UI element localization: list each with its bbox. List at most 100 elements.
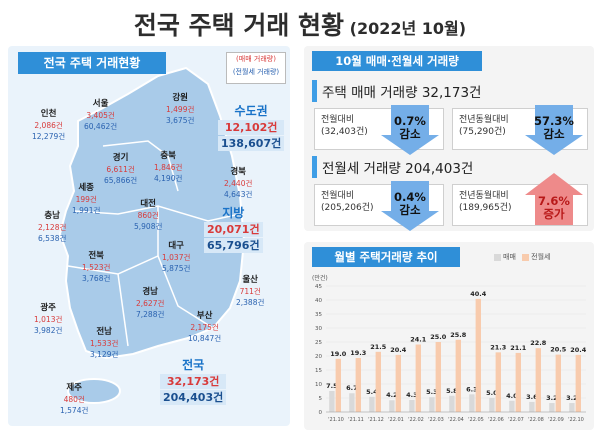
data-label: 19.0: [330, 350, 347, 358]
arrow-pct: 0.7%: [394, 114, 426, 128]
bar-sale: [509, 400, 515, 412]
data-label: 4.3: [406, 391, 418, 399]
region-busan: 부산 2,175건 10,847건: [188, 310, 221, 344]
right-top-tag: 10월 매매·전월세 거래량: [312, 51, 482, 71]
data-label: 22.8: [530, 339, 547, 347]
summary-sale: 32,173건: [160, 374, 227, 389]
card-label-prev: (32,403건): [321, 127, 368, 137]
y-tick-label: 25: [315, 340, 322, 346]
region-sale: 1,499건: [166, 105, 195, 114]
data-label: 4.2: [386, 391, 398, 399]
bar-sale: [329, 391, 335, 412]
summary-rent: 138,607건: [218, 136, 285, 151]
data-label: 21.3: [490, 343, 506, 351]
card-label-title: 전월대비: [321, 115, 355, 125]
down-arrow-icon: [381, 181, 439, 231]
region-jeonbuk: 전북 1,523건 3,768건: [82, 250, 110, 284]
bar-sale: [569, 403, 575, 412]
region-name: 제주: [66, 383, 82, 393]
region-name: 전남: [96, 327, 112, 337]
rent-mom-card: 전월대비 (205,206건) 0.4% 감소: [314, 181, 444, 231]
decrease-arrow: 57.3% 감소: [525, 105, 583, 155]
rent-heading: 전월세 거래량 204,403건: [322, 161, 474, 177]
region-gyeonggi: 경기 6,611건 65,866건: [104, 152, 137, 186]
bar-sale: [449, 395, 455, 412]
left-panel-tag: 전국 주택 거래현황: [18, 52, 166, 74]
x-tick-label: '21.12: [368, 417, 384, 423]
summary-sale: 20,071건: [204, 222, 263, 237]
data-label: 25.8: [450, 331, 467, 339]
region-sale: 711건: [239, 287, 261, 296]
region-sale: 860건: [137, 211, 159, 220]
region-rent: 5,908건: [134, 222, 163, 231]
monthly-trend-panel: 월별 주택거래량 추이 매매 전월세 (만건) 0 5 10 15 20 25 30 35 40 4…: [304, 242, 594, 430]
x-tick-label: '22.04: [448, 417, 464, 423]
region-rent: 3,129건: [90, 350, 119, 359]
data-label: 5.3: [426, 388, 438, 396]
x-tick-label: '22.07: [508, 417, 524, 423]
bar-sale: [369, 396, 375, 412]
legend-label-sale: 매매: [503, 253, 516, 261]
data-label: 3.2: [566, 394, 578, 402]
x-tick-label: '21.11: [348, 417, 364, 423]
decrease-arrow: 0.4% 감소: [381, 181, 439, 231]
card-label: 전월대비 (205,206건): [321, 190, 374, 214]
arrow-text: 0.7% 감소: [381, 115, 439, 141]
data-label: 20.5: [550, 346, 567, 354]
region-rent: 2,388건: [236, 298, 265, 307]
data-label: 24.1: [410, 336, 427, 344]
x-tick-label: '22.09: [548, 417, 564, 423]
x-tick-label: '22.03: [428, 417, 444, 423]
data-label: 20.4: [570, 346, 587, 354]
card-label-prev: (189,965건): [459, 203, 512, 213]
trend-chart: (만건) 0 5 10 15 20 25 30 35 40 45 7.5 19.0 '21.10 6.7 19…: [312, 274, 587, 423]
bar-rent: [555, 354, 561, 412]
data-label: 5.4: [366, 388, 378, 396]
legend-swatch-sale: [494, 253, 501, 261]
region-rent: 65,866건: [104, 176, 138, 185]
x-tick-label: '22.06: [488, 417, 504, 423]
region-rent: 3,768건: [82, 274, 111, 283]
monthly-volume-panel: 10월 매매·전월세 거래량 주택 매매 거래량 32,173건 전월대비 (32…: [304, 46, 594, 231]
arrow-text: 7.6% 증가: [525, 195, 583, 221]
bar-sale: [489, 398, 495, 412]
y-tick-label: 15: [315, 368, 322, 374]
region-sale: 1,037건: [162, 253, 191, 262]
decrease-arrow: 0.7% 감소: [381, 105, 439, 155]
arrow-pct: 0.4%: [394, 190, 426, 204]
region-rent: 6,538건: [38, 234, 67, 243]
region-sejong: 세종 199건 1,991건: [72, 182, 100, 216]
legend-swatch-rent: [522, 253, 530, 261]
sale-mom-card: 전월대비 (32,403건) 0.7% 감소: [314, 105, 444, 155]
card-label-title: 전월대비: [321, 191, 355, 201]
y-tick-label: 40: [315, 298, 322, 304]
card-label-title: 전년동월대비: [459, 115, 509, 125]
region-sale: 6,611건: [106, 165, 135, 174]
card-label-prev: (75,290건): [459, 127, 506, 137]
bar-sale: [469, 394, 475, 412]
region-map-panel: 전국 주택 거래현황 (매매 거래량) (전월세 거래량) 서울 3,405건 60…: [8, 46, 290, 426]
region-name: 울산: [242, 275, 258, 285]
data-label: 25.0: [430, 333, 447, 341]
legend-sale: (매매 거래량): [236, 55, 276, 63]
bar-rent: [335, 358, 341, 412]
region-name: 인천: [40, 109, 57, 119]
region-rent: 1,991건: [72, 206, 101, 215]
data-label: 21.5: [370, 343, 387, 351]
arrow-pct: 57.3%: [534, 114, 574, 128]
region-rent: 10,847건: [188, 334, 222, 343]
arrow-text: 0.4% 감소: [381, 191, 439, 217]
title-main: 전국 주택 거래 현황: [133, 11, 345, 40]
region-name: 전북: [88, 251, 104, 261]
bar-rent: [415, 344, 421, 412]
right-bottom-tag: 월별 주택거래량 추이: [312, 247, 460, 267]
bar-rent: [575, 354, 581, 412]
data-label: 20.4: [390, 346, 407, 354]
y-tick-label: 10: [315, 382, 322, 388]
bar-sale: [549, 403, 555, 412]
bar-sale: [349, 393, 355, 412]
y-tick-label: 5: [319, 396, 323, 402]
region-name: 경기: [112, 153, 129, 163]
title-sub: (2022년 10월): [349, 19, 467, 38]
region-rent: 60,462건: [84, 122, 118, 131]
